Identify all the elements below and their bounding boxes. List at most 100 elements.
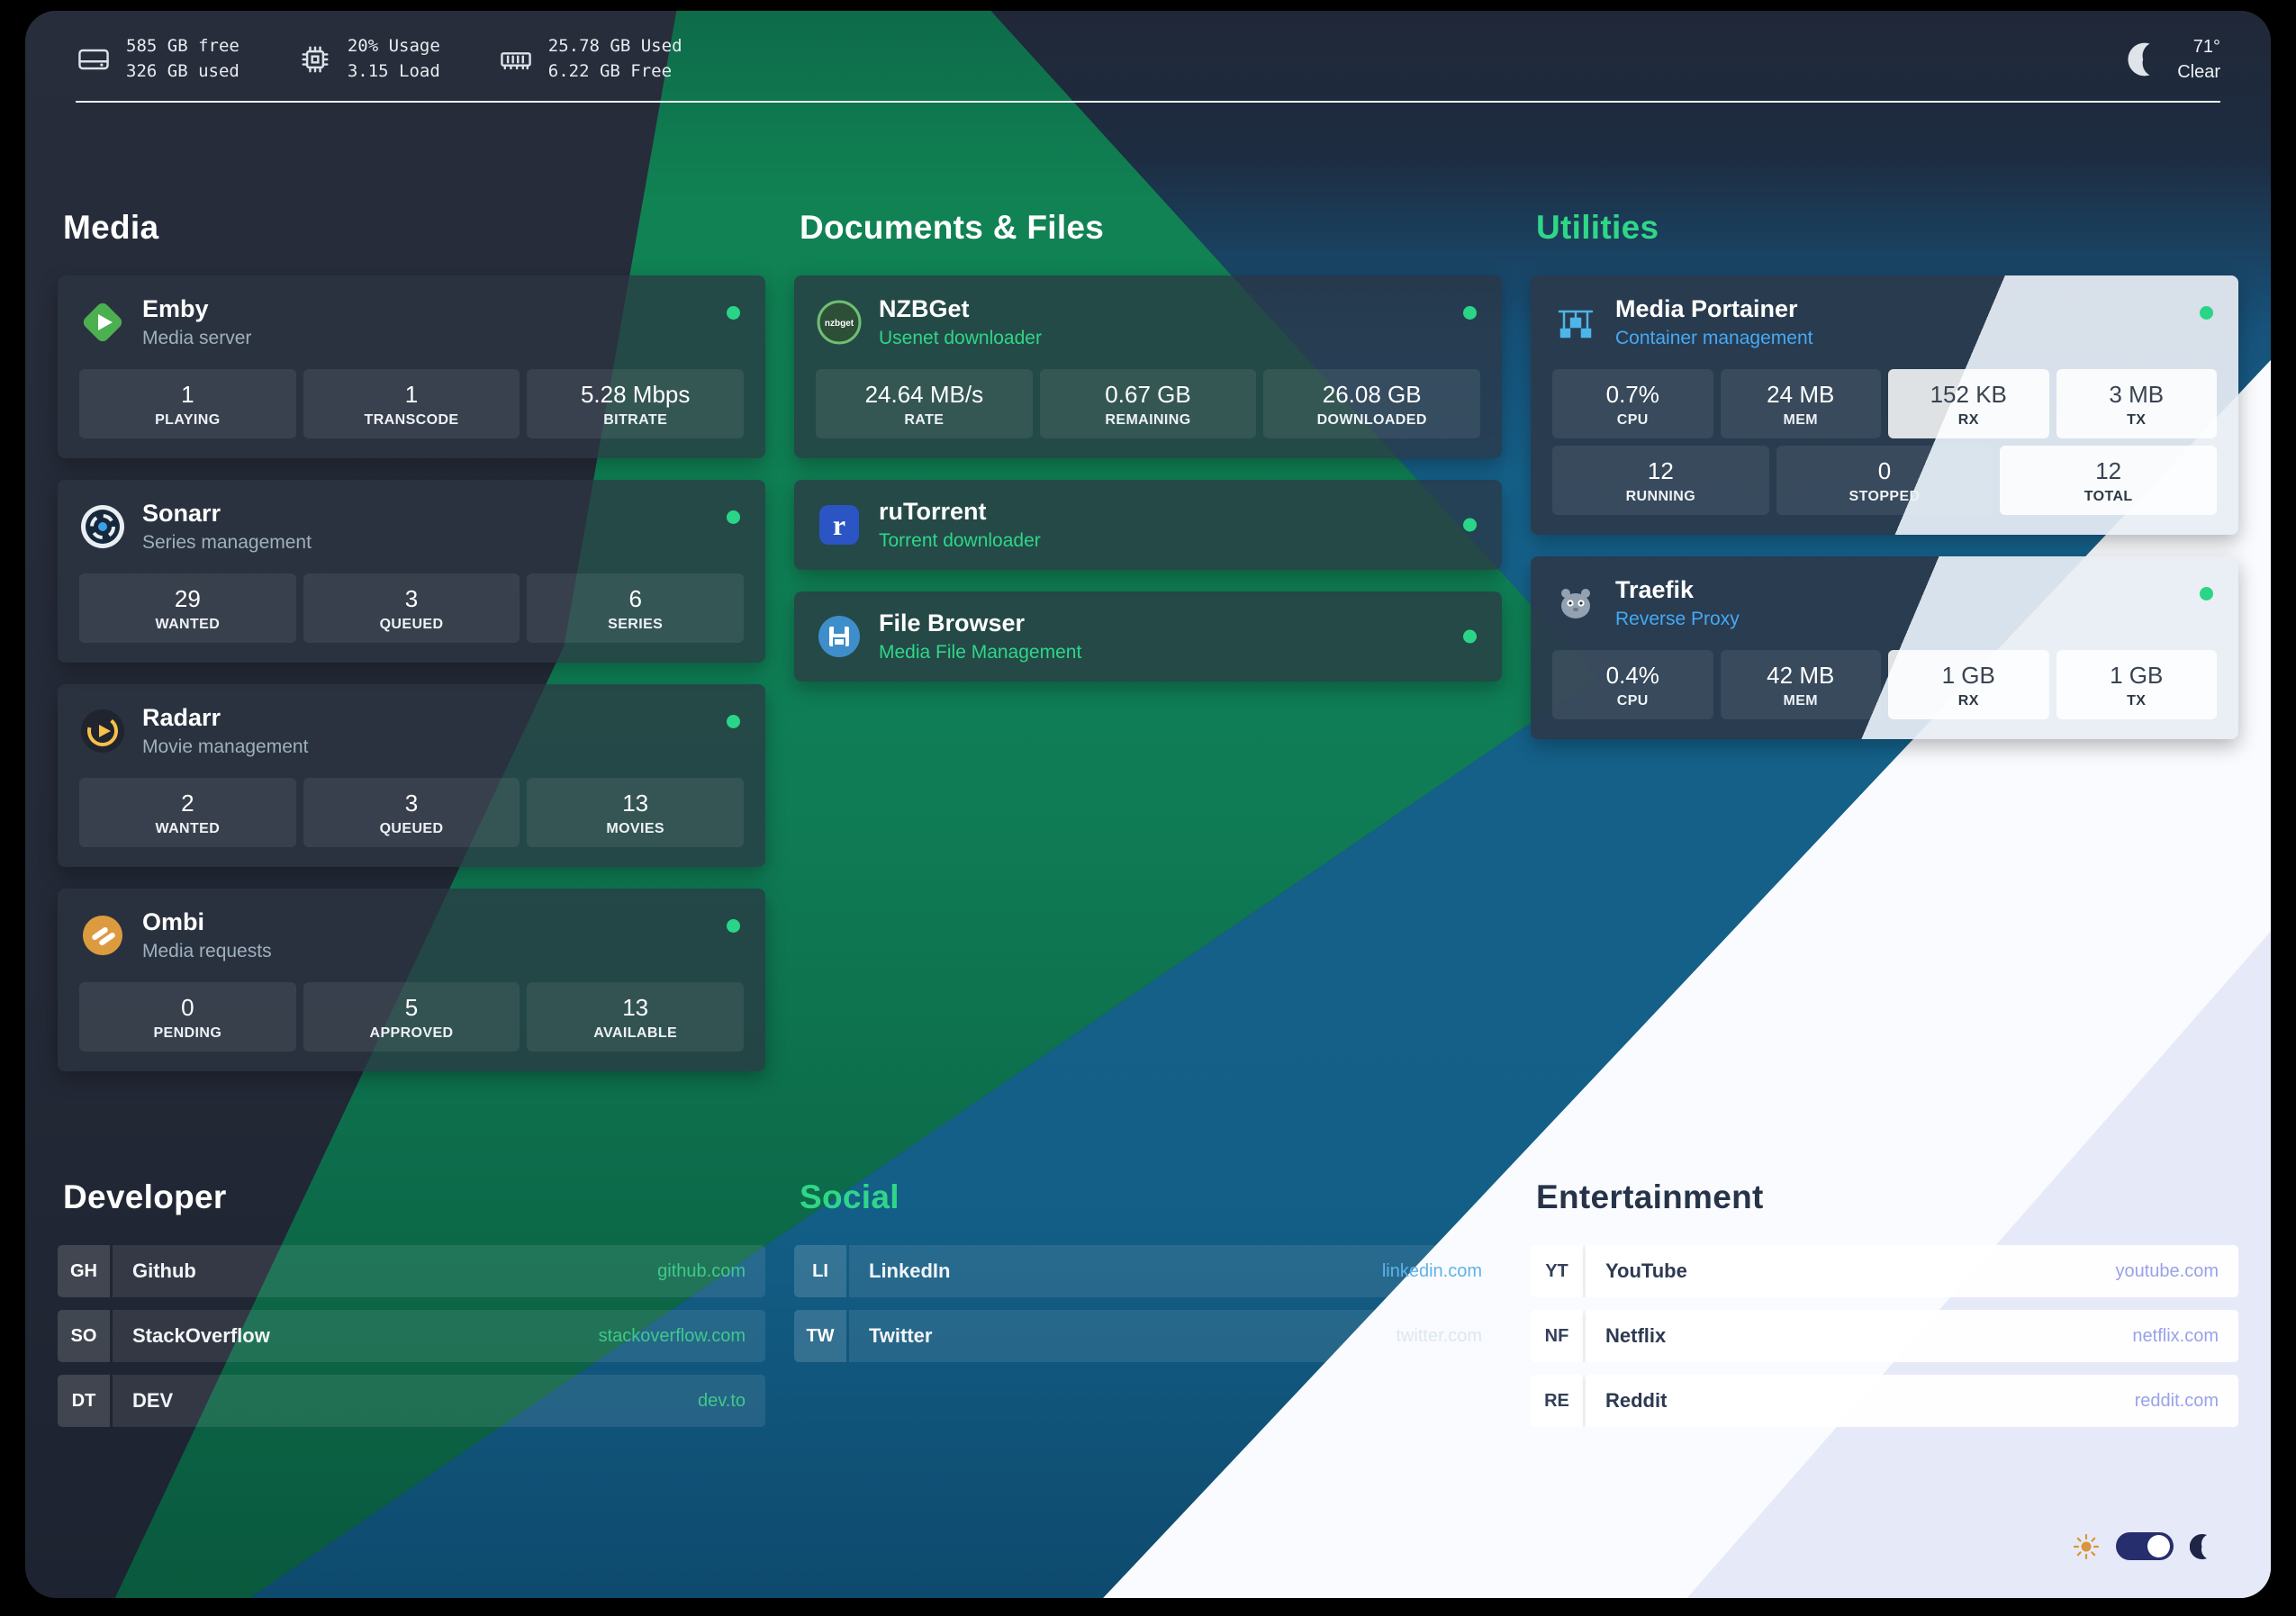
- stat-value: 42 MB: [1767, 662, 1835, 689]
- stat-approved: 5 APPROVED: [303, 982, 520, 1052]
- link-url: reddit.com: [2134, 1390, 2219, 1411]
- stat-series: 6 SERIES: [527, 573, 745, 643]
- stat-value: 0: [181, 994, 194, 1021]
- service-title: Media Portainer: [1615, 295, 1798, 322]
- link-twitter[interactable]: TW Twitter twitter.com: [794, 1310, 1502, 1362]
- service-card-ombi[interactable]: Ombi Media requests 0 PENDING 5 APPROVED: [58, 889, 765, 1071]
- stat-value: 1 GB: [1941, 662, 1995, 689]
- stat-value: 3: [404, 790, 419, 817]
- stat-tx: 3 MB TX: [2056, 369, 2217, 438]
- memory-used: 25.78 GB Used: [547, 36, 682, 57]
- stat-label: CPU: [1616, 693, 1649, 709]
- stat-tx: 1 GB TX: [2056, 650, 2217, 719]
- memory-free: 6.22 GB Free: [547, 61, 673, 81]
- stat-downloaded: 26.08 GB DOWNLOADED: [1263, 369, 1481, 438]
- status-dot: [727, 510, 740, 524]
- stat-rate: 24.64 MB/s RATE: [816, 369, 1033, 438]
- section-heading: Entertainment: [1536, 1178, 1764, 1215]
- link-abbr: NF: [1531, 1310, 1583, 1362]
- stat-label: RUNNING: [1625, 489, 1696, 504]
- ombi-icon: [83, 916, 122, 955]
- stat-value: 1: [404, 381, 419, 408]
- filebrowser-icon: [818, 616, 860, 657]
- stat-value: 26.08 GB: [1322, 381, 1422, 408]
- service-card-nzbget[interactable]: nzbget NZBGet Usenet downloader 24.64 MB…: [794, 275, 1502, 458]
- link-netflix[interactable]: NF Netflix netflix.com: [1531, 1310, 2238, 1362]
- service-card-traefik[interactable]: Traefik Reverse Proxy 0.4% CPU 42 MB MEM: [1531, 556, 2238, 739]
- link-reddit[interactable]: RE Reddit reddit.com: [1531, 1375, 2238, 1427]
- stat-value: 3: [404, 585, 419, 612]
- service-title: File Browser: [879, 609, 1026, 636]
- status-dot: [727, 715, 740, 728]
- section-documents: Documents & Files nzbget NZBGet Usenet d…: [794, 209, 1502, 1093]
- stat-label: MEM: [1783, 412, 1819, 428]
- cpu-icon: [302, 46, 329, 73]
- stat-rx: 1 GB RX: [1888, 650, 2049, 719]
- stat-label: TX: [2127, 412, 2147, 428]
- weather-widget: 71° Clear: [2125, 34, 2220, 85]
- service-card-emby[interactable]: Emby Media server 1 PLAYING 1 TRANSCODE: [58, 275, 765, 458]
- memory-stat: 25.78 GB Used 6.22 GB Free: [498, 34, 682, 84]
- stat-label: REMAINING: [1105, 412, 1191, 428]
- link-stackoverflow[interactable]: SO StackOverflow stackoverflow.com: [58, 1310, 765, 1362]
- stat-remaining: 0.67 GB REMAINING: [1039, 369, 1257, 438]
- topbar-divider: [76, 101, 2220, 103]
- stat-label: PENDING: [153, 1025, 222, 1041]
- link-abbr: YT: [1531, 1245, 1583, 1297]
- portainer-icon: [1558, 310, 1594, 339]
- service-card-rutorrent[interactable]: r ruTorrent Torrent downloader: [794, 480, 1502, 570]
- service-subtitle: Container management: [1615, 328, 1813, 348]
- stat-mem: 24 MB MEM: [1720, 369, 1881, 438]
- stat-label: STOPPED: [1849, 489, 1921, 504]
- sonarr-icon: [81, 505, 124, 548]
- link-name: Netflix: [1605, 1324, 1667, 1347]
- status-dot: [727, 306, 740, 320]
- status-dot: [2200, 587, 2213, 600]
- service-card-filebrowser[interactable]: File Browser Media File Management: [794, 591, 1502, 682]
- cpu-stat: 20% Usage 3.15 Load: [297, 34, 440, 84]
- service-card-portainer[interactable]: Media Portainer Container management 0.7…: [1531, 275, 2238, 535]
- stat-wanted: 2 WANTED: [79, 778, 296, 847]
- stat-label: TOTAL: [2084, 489, 2133, 504]
- link-abbr: GH: [58, 1245, 110, 1297]
- link-abbr: RE: [1531, 1375, 1583, 1427]
- service-title: Sonarr: [142, 500, 221, 527]
- stat-bitrate: 5.28 Mbps BITRATE: [527, 369, 745, 438]
- theme-toggle[interactable]: [2116, 1532, 2174, 1560]
- stat-value: 0.4%: [1605, 662, 1659, 689]
- link-github[interactable]: GH Github github.com: [58, 1245, 765, 1297]
- link-url: dev.to: [698, 1390, 746, 1411]
- stat-label: WANTED: [155, 821, 221, 836]
- stat-label: TRANSCODE: [364, 412, 459, 428]
- link-youtube[interactable]: YT YouTube youtube.com: [1531, 1245, 2238, 1297]
- stat-label: BITRATE: [603, 412, 668, 428]
- link-name: DEV: [132, 1389, 174, 1412]
- service-card-sonarr[interactable]: Sonarr Series management 29 WANTED 3 QUE…: [58, 480, 765, 663]
- stat-label: DOWNLOADED: [1316, 412, 1427, 428]
- service-subtitle: Reverse Proxy: [1615, 609, 1740, 629]
- sun-icon: [2073, 1533, 2100, 1559]
- link-abbr: DT: [58, 1375, 110, 1427]
- disk-free: 585 GB free: [126, 36, 240, 57]
- status-dot: [1463, 518, 1477, 532]
- link-url: github.com: [657, 1260, 746, 1281]
- memory-icon: [501, 52, 531, 70]
- link-url: youtube.com: [2115, 1260, 2219, 1281]
- section-social: Social LI LinkedIn linkedin.com TW Twitt…: [794, 1178, 1502, 1440]
- weather-temperature: 71°: [2192, 37, 2220, 57]
- stat-label: SERIES: [608, 617, 664, 632]
- dashboard: 585 GB free 326 GB used 20% Usage 3.15 L…: [25, 11, 2271, 1598]
- service-card-radarr[interactable]: Radarr Movie management 2 WANTED 3 QUEUE…: [58, 684, 765, 867]
- stat-value: 2: [181, 790, 194, 817]
- service-subtitle: Movie management: [142, 736, 309, 757]
- section-media: Media Emby Media server: [58, 209, 765, 1093]
- stat-pending: 0 PENDING: [79, 982, 296, 1052]
- stat-label: QUEUED: [379, 821, 444, 836]
- link-linkedin[interactable]: LI LinkedIn linkedin.com: [794, 1245, 1502, 1297]
- stat-value: 0.67 GB: [1105, 381, 1191, 408]
- stat-value: 13: [622, 790, 649, 817]
- status-dot: [1463, 306, 1477, 320]
- stat-rx: 152 KB RX: [1888, 369, 2049, 438]
- rutorrent-icon: r: [819, 505, 859, 545]
- link-dev[interactable]: DT DEV dev.to: [58, 1375, 765, 1427]
